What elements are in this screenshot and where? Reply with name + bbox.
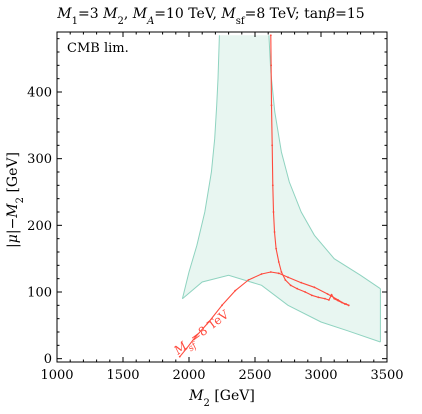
series-2-point <box>207 321 210 323</box>
band-lower-edge <box>182 274 381 343</box>
series-2-point <box>313 286 316 289</box>
series-1-point <box>280 271 283 273</box>
y-tick-label: 400 <box>27 86 52 101</box>
series-2-point <box>343 303 346 305</box>
series-2-point <box>269 271 272 273</box>
band-area <box>182 35 381 343</box>
band-upper-edge <box>268 35 381 290</box>
series-1-point <box>273 231 276 233</box>
series-2-point <box>178 355 181 358</box>
y-tick-label: 100 <box>27 286 52 301</box>
series-2-point <box>260 273 263 275</box>
msf-curve-label: Msf=8 TeV <box>171 307 235 362</box>
series-1-point <box>271 144 274 147</box>
series-1-point <box>284 279 287 281</box>
series-2-point <box>287 276 289 279</box>
series-1-point <box>330 293 333 296</box>
series-1-point <box>277 261 280 263</box>
series-1-point <box>271 184 274 187</box>
series-2-point <box>221 304 223 307</box>
series-1-point <box>270 64 273 67</box>
x-tick-label: 3500 <box>370 368 403 383</box>
series-1-point <box>289 284 292 287</box>
series-1-point <box>272 211 275 213</box>
series-1-point <box>328 299 330 301</box>
series-1-point <box>275 247 278 250</box>
series-2-point <box>347 304 350 307</box>
series-1-point <box>304 291 307 293</box>
series-2-point <box>234 289 237 292</box>
x-tick-label: 3000 <box>304 368 337 383</box>
y-tick-label: 200 <box>27 219 52 234</box>
plot-frame <box>56 31 388 363</box>
x-tick-label: 2000 <box>172 368 205 383</box>
x-tick-label: 2500 <box>238 368 271 383</box>
series-2-point <box>277 272 280 275</box>
series-1-point <box>270 104 273 107</box>
band-left-edge <box>181 35 220 299</box>
x-tick-label: 1000 <box>40 368 73 383</box>
ticks-layer: 1000 1500 2000 2500 3000 3500 0 100 200 300 400 <box>27 32 404 383</box>
series-2-point <box>185 347 188 350</box>
series-2-point <box>194 335 197 338</box>
series-2-point <box>300 281 303 284</box>
cmb-limit-label: CMB lim. <box>67 41 129 56</box>
series-1-point <box>317 296 320 299</box>
chart-title: M1=3 M2, MA=10 TeV, Msf=8 TeV; tanβ=15 <box>56 6 364 27</box>
y-tick-label: 300 <box>27 152 52 167</box>
y-axis-label: |μ|−M2 [GeV] <box>5 152 26 248</box>
x-axis-label: M2 [GeV] <box>188 388 255 409</box>
series-2-point <box>247 279 250 281</box>
allowed-band <box>181 35 381 343</box>
series-2-point <box>326 293 329 295</box>
series-layer <box>178 34 350 358</box>
x-tick-label: 1500 <box>106 368 139 383</box>
series-1-point <box>310 294 313 297</box>
series-2-point <box>337 299 340 301</box>
y-tick-label: 0 <box>44 352 52 367</box>
series-1-point <box>324 297 326 300</box>
series-1-point <box>296 287 299 290</box>
series-1-point <box>269 34 272 37</box>
